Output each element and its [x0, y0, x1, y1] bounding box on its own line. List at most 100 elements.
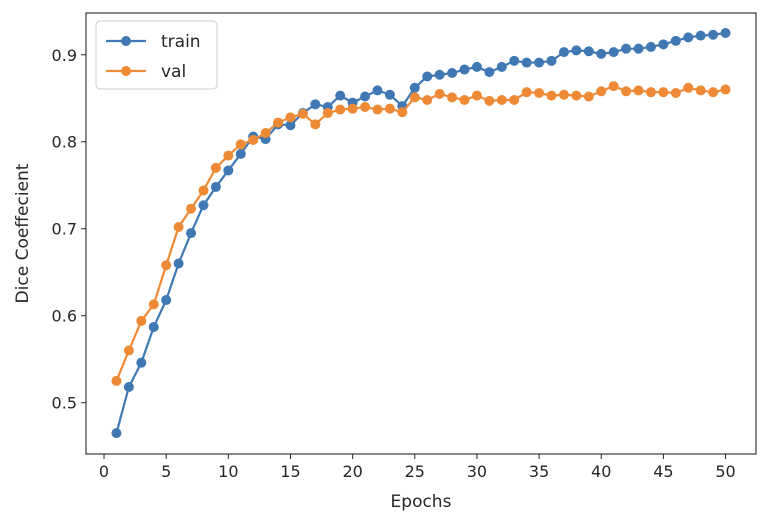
series-val	[111, 81, 731, 386]
data-point-train	[148, 322, 159, 333]
data-point-val	[496, 94, 507, 105]
data-point-val	[484, 95, 495, 106]
series-layer	[111, 28, 731, 439]
data-point-val	[173, 221, 184, 232]
data-point-val	[534, 88, 545, 99]
data-point-val	[409, 92, 420, 103]
x-tick-label: 25	[405, 462, 425, 481]
data-point-train	[285, 120, 296, 131]
y-tick-label: 0.7	[52, 220, 77, 239]
data-point-val	[360, 101, 371, 112]
data-point-val	[161, 260, 172, 271]
data-point-train	[708, 29, 719, 40]
data-point-val	[273, 117, 284, 128]
data-point-val	[558, 89, 569, 100]
data-point-val	[397, 107, 408, 118]
data-point-train	[384, 89, 395, 100]
data-point-train	[720, 28, 731, 39]
legend: train val	[95, 20, 218, 90]
y-tick-label: 0.5	[52, 394, 77, 413]
data-point-train	[558, 47, 569, 58]
data-point-train	[496, 61, 507, 72]
data-point-val	[683, 82, 694, 93]
legend-item-train: train	[106, 32, 201, 52]
data-point-val	[384, 103, 395, 114]
data-point-train	[608, 47, 619, 58]
data-point-val	[670, 88, 681, 99]
data-point-val	[210, 162, 221, 173]
data-point-train	[335, 90, 346, 101]
data-point-val	[335, 104, 346, 115]
legend-label: train	[161, 32, 201, 52]
y-tick-label: 0.6	[52, 307, 77, 326]
x-tick-label: 15	[280, 462, 300, 481]
data-point-val	[111, 375, 122, 386]
y-axis-ticks: 0.5 0.6 0.7 0.8 0.9	[52, 46, 86, 413]
data-point-val	[347, 103, 358, 114]
data-point-val	[285, 112, 296, 123]
data-point-train	[111, 428, 122, 439]
data-point-val	[372, 104, 383, 115]
x-tick-label: 20	[342, 462, 362, 481]
data-point-val	[422, 94, 433, 105]
data-point-train	[521, 57, 532, 68]
data-point-val	[235, 139, 246, 150]
data-point-val	[459, 94, 470, 105]
data-point-val	[509, 94, 520, 105]
data-point-val	[608, 81, 619, 92]
x-tick-label: 10	[218, 462, 238, 481]
data-point-val	[297, 108, 308, 119]
y-axis-label: Dice Coeffecient	[13, 163, 33, 303]
data-point-val	[434, 88, 445, 99]
plot-frame	[85, 12, 757, 455]
data-point-val	[708, 87, 719, 98]
x-tick-label: 30	[467, 462, 487, 481]
data-point-train	[509, 55, 520, 66]
data-point-val	[198, 185, 209, 196]
data-point-train	[546, 55, 557, 66]
series-train	[111, 28, 731, 439]
data-point-train	[173, 258, 184, 269]
x-tick-label: 0	[99, 462, 109, 481]
data-point-train	[621, 43, 632, 54]
y-tick-label: 0.9	[52, 46, 77, 65]
x-axis-label: Epochs	[391, 492, 452, 512]
legend-marker	[121, 66, 131, 76]
data-point-train	[683, 32, 694, 43]
legend-items: train val	[106, 32, 201, 82]
data-point-train	[198, 200, 209, 211]
data-point-train	[310, 99, 321, 110]
x-tick-label: 35	[529, 462, 549, 481]
data-point-train	[534, 57, 545, 68]
x-tick-label: 5	[161, 462, 171, 481]
data-point-train	[223, 165, 234, 176]
data-point-train	[645, 41, 656, 52]
data-point-val	[621, 86, 632, 97]
legend-item-val: val	[106, 62, 186, 82]
data-point-val	[658, 87, 669, 98]
data-point-val	[571, 90, 582, 101]
data-point-val	[248, 134, 259, 145]
data-point-train	[658, 39, 669, 50]
x-tick-label: 45	[653, 462, 673, 481]
data-point-val	[596, 86, 607, 97]
x-tick-label: 50	[715, 462, 735, 481]
data-point-train	[136, 357, 147, 368]
data-point-train	[235, 148, 246, 159]
data-point-train	[670, 35, 681, 46]
data-point-train	[447, 68, 458, 79]
data-point-train	[186, 228, 197, 239]
legend-label: val	[161, 62, 186, 82]
data-point-val	[447, 92, 458, 103]
data-point-train	[596, 48, 607, 59]
data-point-train	[583, 46, 594, 57]
data-point-train	[695, 30, 706, 41]
data-point-train	[471, 61, 482, 72]
legend-marker	[121, 36, 131, 46]
data-point-val	[521, 87, 532, 98]
data-point-train	[360, 91, 371, 102]
data-point-val	[260, 128, 271, 139]
data-point-val	[695, 85, 706, 96]
data-point-train	[210, 181, 221, 192]
